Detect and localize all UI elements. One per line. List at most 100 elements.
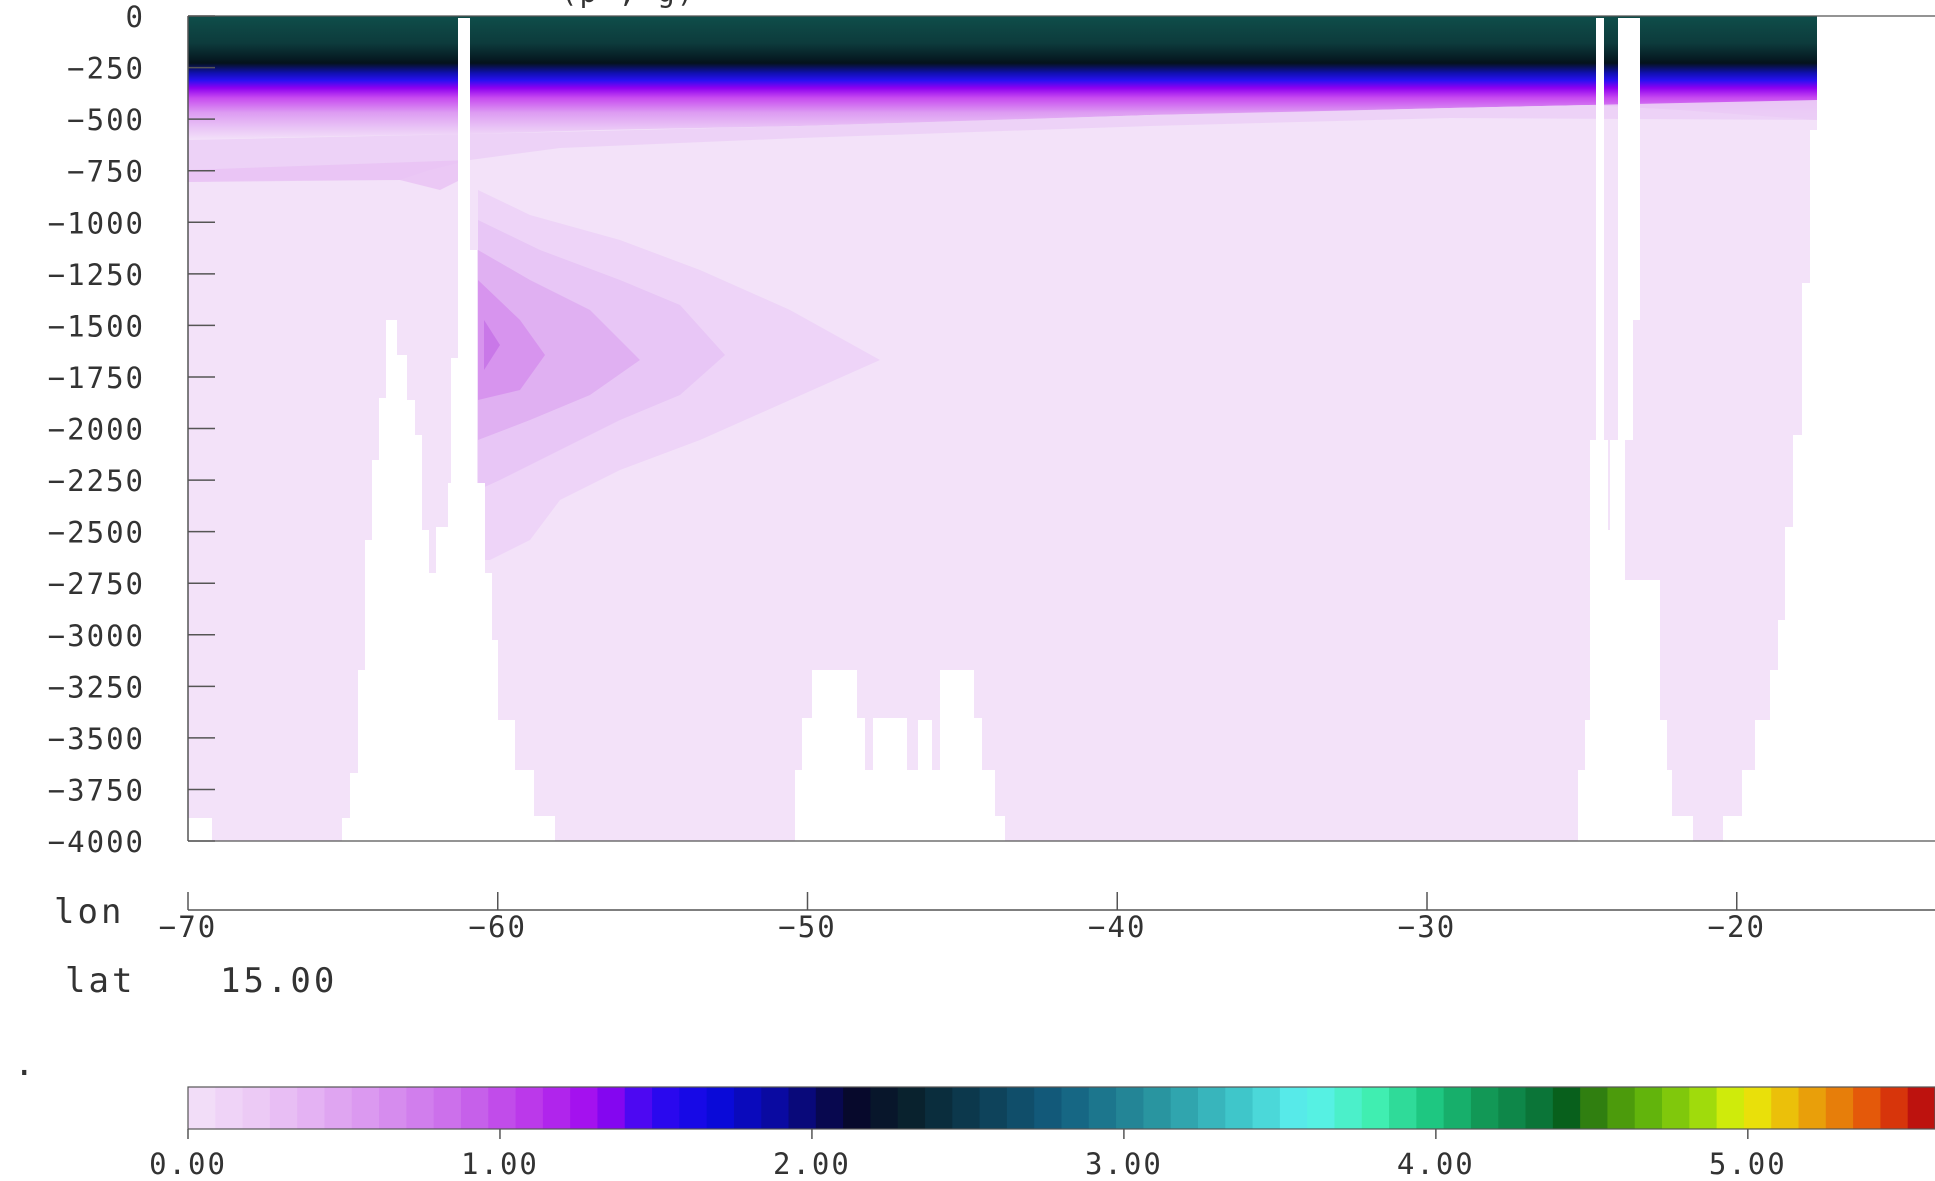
colorbar-segment: [761, 1087, 790, 1129]
y-tick-label: −2250: [48, 464, 145, 498]
colorbar-segment: [1580, 1087, 1609, 1129]
colorbar-tick-label: 1.00: [461, 1147, 539, 1181]
upper-left-field: [188, 160, 470, 190]
colorbar-segment: [1743, 1087, 1772, 1129]
y-tick-label: −750: [67, 155, 145, 189]
colorbar-segment: [542, 1087, 571, 1129]
y-tick-label: −2000: [48, 413, 145, 447]
colorbar-segment: [624, 1087, 653, 1129]
colorbar-segment: [1252, 1087, 1281, 1129]
colorbar-segment: [379, 1087, 407, 1129]
y-tick-label: 0: [126, 0, 145, 34]
colorbar-segment: [351, 1087, 380, 1129]
dot-marker: .: [14, 1044, 37, 1084]
colorbar-segment: [269, 1087, 298, 1129]
colorbar-segment: [733, 1087, 762, 1129]
y-tick-label: −1500: [48, 309, 145, 343]
colorbar-segment: [1662, 1087, 1690, 1129]
colorbar-segment: [843, 1087, 872, 1129]
colorbar-segment: [188, 1087, 216, 1129]
colorbar-segment: [242, 1087, 271, 1129]
colorbar-segment: [1279, 1087, 1308, 1129]
topography-mask: [188, 16, 1935, 841]
colorbar-segment: [1607, 1087, 1636, 1129]
colorbar-segment: [925, 1087, 953, 1129]
y-tick-label: −2500: [48, 516, 145, 550]
intermediate-water-tongue-inner: [478, 250, 640, 440]
y-tick-label: −3500: [48, 722, 145, 756]
colorbar-segment: [1470, 1087, 1499, 1129]
x-tick-label: −40: [1088, 910, 1146, 944]
y-tick-label: −1000: [48, 206, 145, 240]
colorbar-segment: [1525, 1087, 1554, 1129]
colorbar-segment: [1088, 1087, 1117, 1129]
lat-label: lat: [65, 961, 135, 1001]
colorbar-segment: [1416, 1087, 1445, 1129]
colorbar-segment: [297, 1087, 326, 1129]
x-tick-label: −50: [778, 910, 836, 944]
y-tick-label: −250: [67, 52, 145, 86]
colorbar-segment: [1853, 1087, 1882, 1129]
colorbar-segment: [1771, 1087, 1800, 1129]
x-tick-label: −30: [1398, 910, 1456, 944]
y-axis: 0 −250 −500 −750 −1000 −1250 −1500 −1750 −2000 −2…: [48, 0, 1935, 859]
colorbar-segment: [788, 1087, 817, 1129]
x-axis: −70 −60 −50 −40 −30 −20: [159, 892, 1935, 944]
plot-area: [188, 16, 1935, 841]
colorbar-segment: [433, 1087, 462, 1129]
colorbar-segment: [324, 1087, 353, 1129]
colorbar-segment: [1170, 1087, 1199, 1129]
colorbar-tick-label: 2.00: [773, 1147, 851, 1181]
colorbar-segment: [1334, 1087, 1363, 1129]
x-tick-label: −20: [1708, 910, 1766, 944]
colorbar-tick-label: 5.00: [1709, 1147, 1787, 1181]
colorbar-segment: [215, 1087, 244, 1129]
x-tick-label: −60: [469, 910, 527, 944]
colorbar-segment: [870, 1087, 899, 1129]
colorbar-frame: [187, 1086, 1935, 1130]
colorbar-segment: [1006, 1087, 1035, 1129]
y-tick-label: −3750: [48, 773, 145, 807]
colorbar-tick-label: 0.00: [149, 1147, 227, 1181]
y-tick-label: −4000: [48, 825, 145, 859]
colorbar-segment: [1307, 1087, 1336, 1129]
colorbar-segment: [1689, 1087, 1718, 1129]
colorbar-segment: [1361, 1087, 1390, 1129]
colorbar-segment: [1716, 1087, 1745, 1129]
y-tick-label: −500: [67, 103, 145, 137]
colorbar: 0.00 1.00 2.00 3.00 4.00 5.00: [149, 1086, 1935, 1181]
intermediate-water-tongue-core: [478, 280, 545, 400]
colorbar-segment: [515, 1087, 544, 1129]
colorbar-segment: [815, 1087, 844, 1129]
colorbar-tick-label: 3.00: [1085, 1147, 1163, 1181]
colorbar-segment: [1634, 1087, 1663, 1129]
colorbar-segment: [1143, 1087, 1172, 1129]
colorbar-segment: [1116, 1087, 1144, 1129]
colorbar-segment: [1225, 1087, 1254, 1129]
colorbar-segment: [1825, 1087, 1854, 1129]
colorbar-segment: [897, 1087, 926, 1129]
colorbar-segment: [952, 1087, 981, 1129]
colorbar-segment: [652, 1087, 680, 1129]
colorbar-segment: [1389, 1087, 1417, 1129]
lat-value: 15.00: [220, 961, 337, 1001]
colorbar-segment: [597, 1087, 626, 1129]
colorbar-segment: [979, 1087, 1008, 1129]
colorbar-tick-label: 4.00: [1397, 1147, 1475, 1181]
y-tick-label: −3000: [48, 619, 145, 653]
colorbar-segment: [406, 1087, 435, 1129]
colorbar-segment: [1061, 1087, 1090, 1129]
colorbar-segment: [570, 1087, 599, 1129]
colorbar-segment: [1798, 1087, 1827, 1129]
colorbar-segment: [706, 1087, 735, 1129]
colorbar-segment: [1197, 1087, 1226, 1129]
x-tick-label: −70: [159, 910, 217, 944]
x-axis-name: lon: [54, 892, 124, 932]
chart-title-fragment: (p , g): [560, 0, 696, 9]
y-tick-label: −3250: [48, 670, 145, 704]
colorbar-segment: [1552, 1087, 1581, 1129]
colorbar-segment: [460, 1087, 489, 1129]
intermediate-water-tongue-peak: [484, 320, 500, 370]
colorbar-segment: [488, 1087, 517, 1129]
